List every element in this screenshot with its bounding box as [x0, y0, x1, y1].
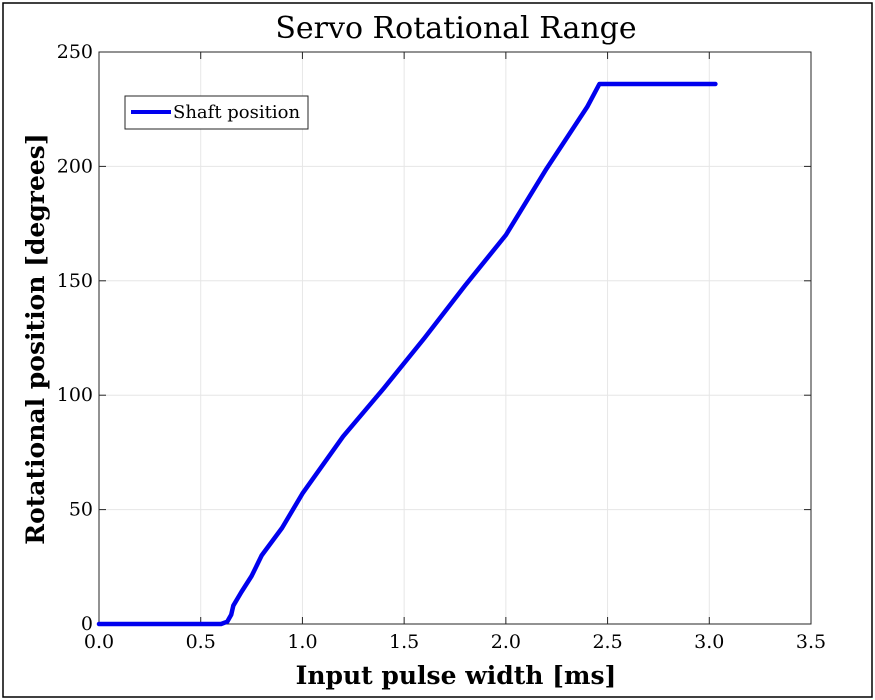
x-axis-ticks: 0.0 0.5 1.0 1.5 2.0 2.5 3.0 3.5 [84, 52, 826, 653]
plot-area-border [98, 51, 812, 625]
y-axis-label: Rotational position [degrees] [21, 133, 50, 544]
x-tick-label: 0.5 [186, 631, 216, 653]
y-tick-label: 250 [57, 41, 93, 63]
y-tick-label: 100 [57, 384, 93, 406]
y-tick-label: 200 [57, 155, 93, 177]
x-axis-label: Input pulse width [ms] [296, 661, 617, 690]
legend-label: Shaft position [173, 102, 300, 123]
x-tick-label: 0.0 [84, 631, 114, 653]
axes [98, 51, 812, 625]
x-tick-label: 2.5 [592, 631, 622, 653]
series-layer [96, 81, 718, 627]
x-tick-label: 3.5 [796, 631, 826, 653]
y-axis-ticks: 0 50 100 150 200 250 [57, 41, 811, 635]
y-tick-label: 150 [57, 270, 93, 292]
legend: Shaft position [124, 95, 309, 130]
chart-title: Servo Rotational Range [275, 11, 636, 46]
x-tick-label: 2.0 [491, 631, 521, 653]
series-line-shaft-position [96, 81, 718, 627]
y-tick-label: 50 [69, 499, 93, 521]
y-tick-label: 0 [81, 613, 93, 635]
x-tick-label: 1.0 [287, 631, 317, 653]
x-tick-label: 3.0 [694, 631, 724, 653]
x-tick-label: 1.5 [389, 631, 419, 653]
